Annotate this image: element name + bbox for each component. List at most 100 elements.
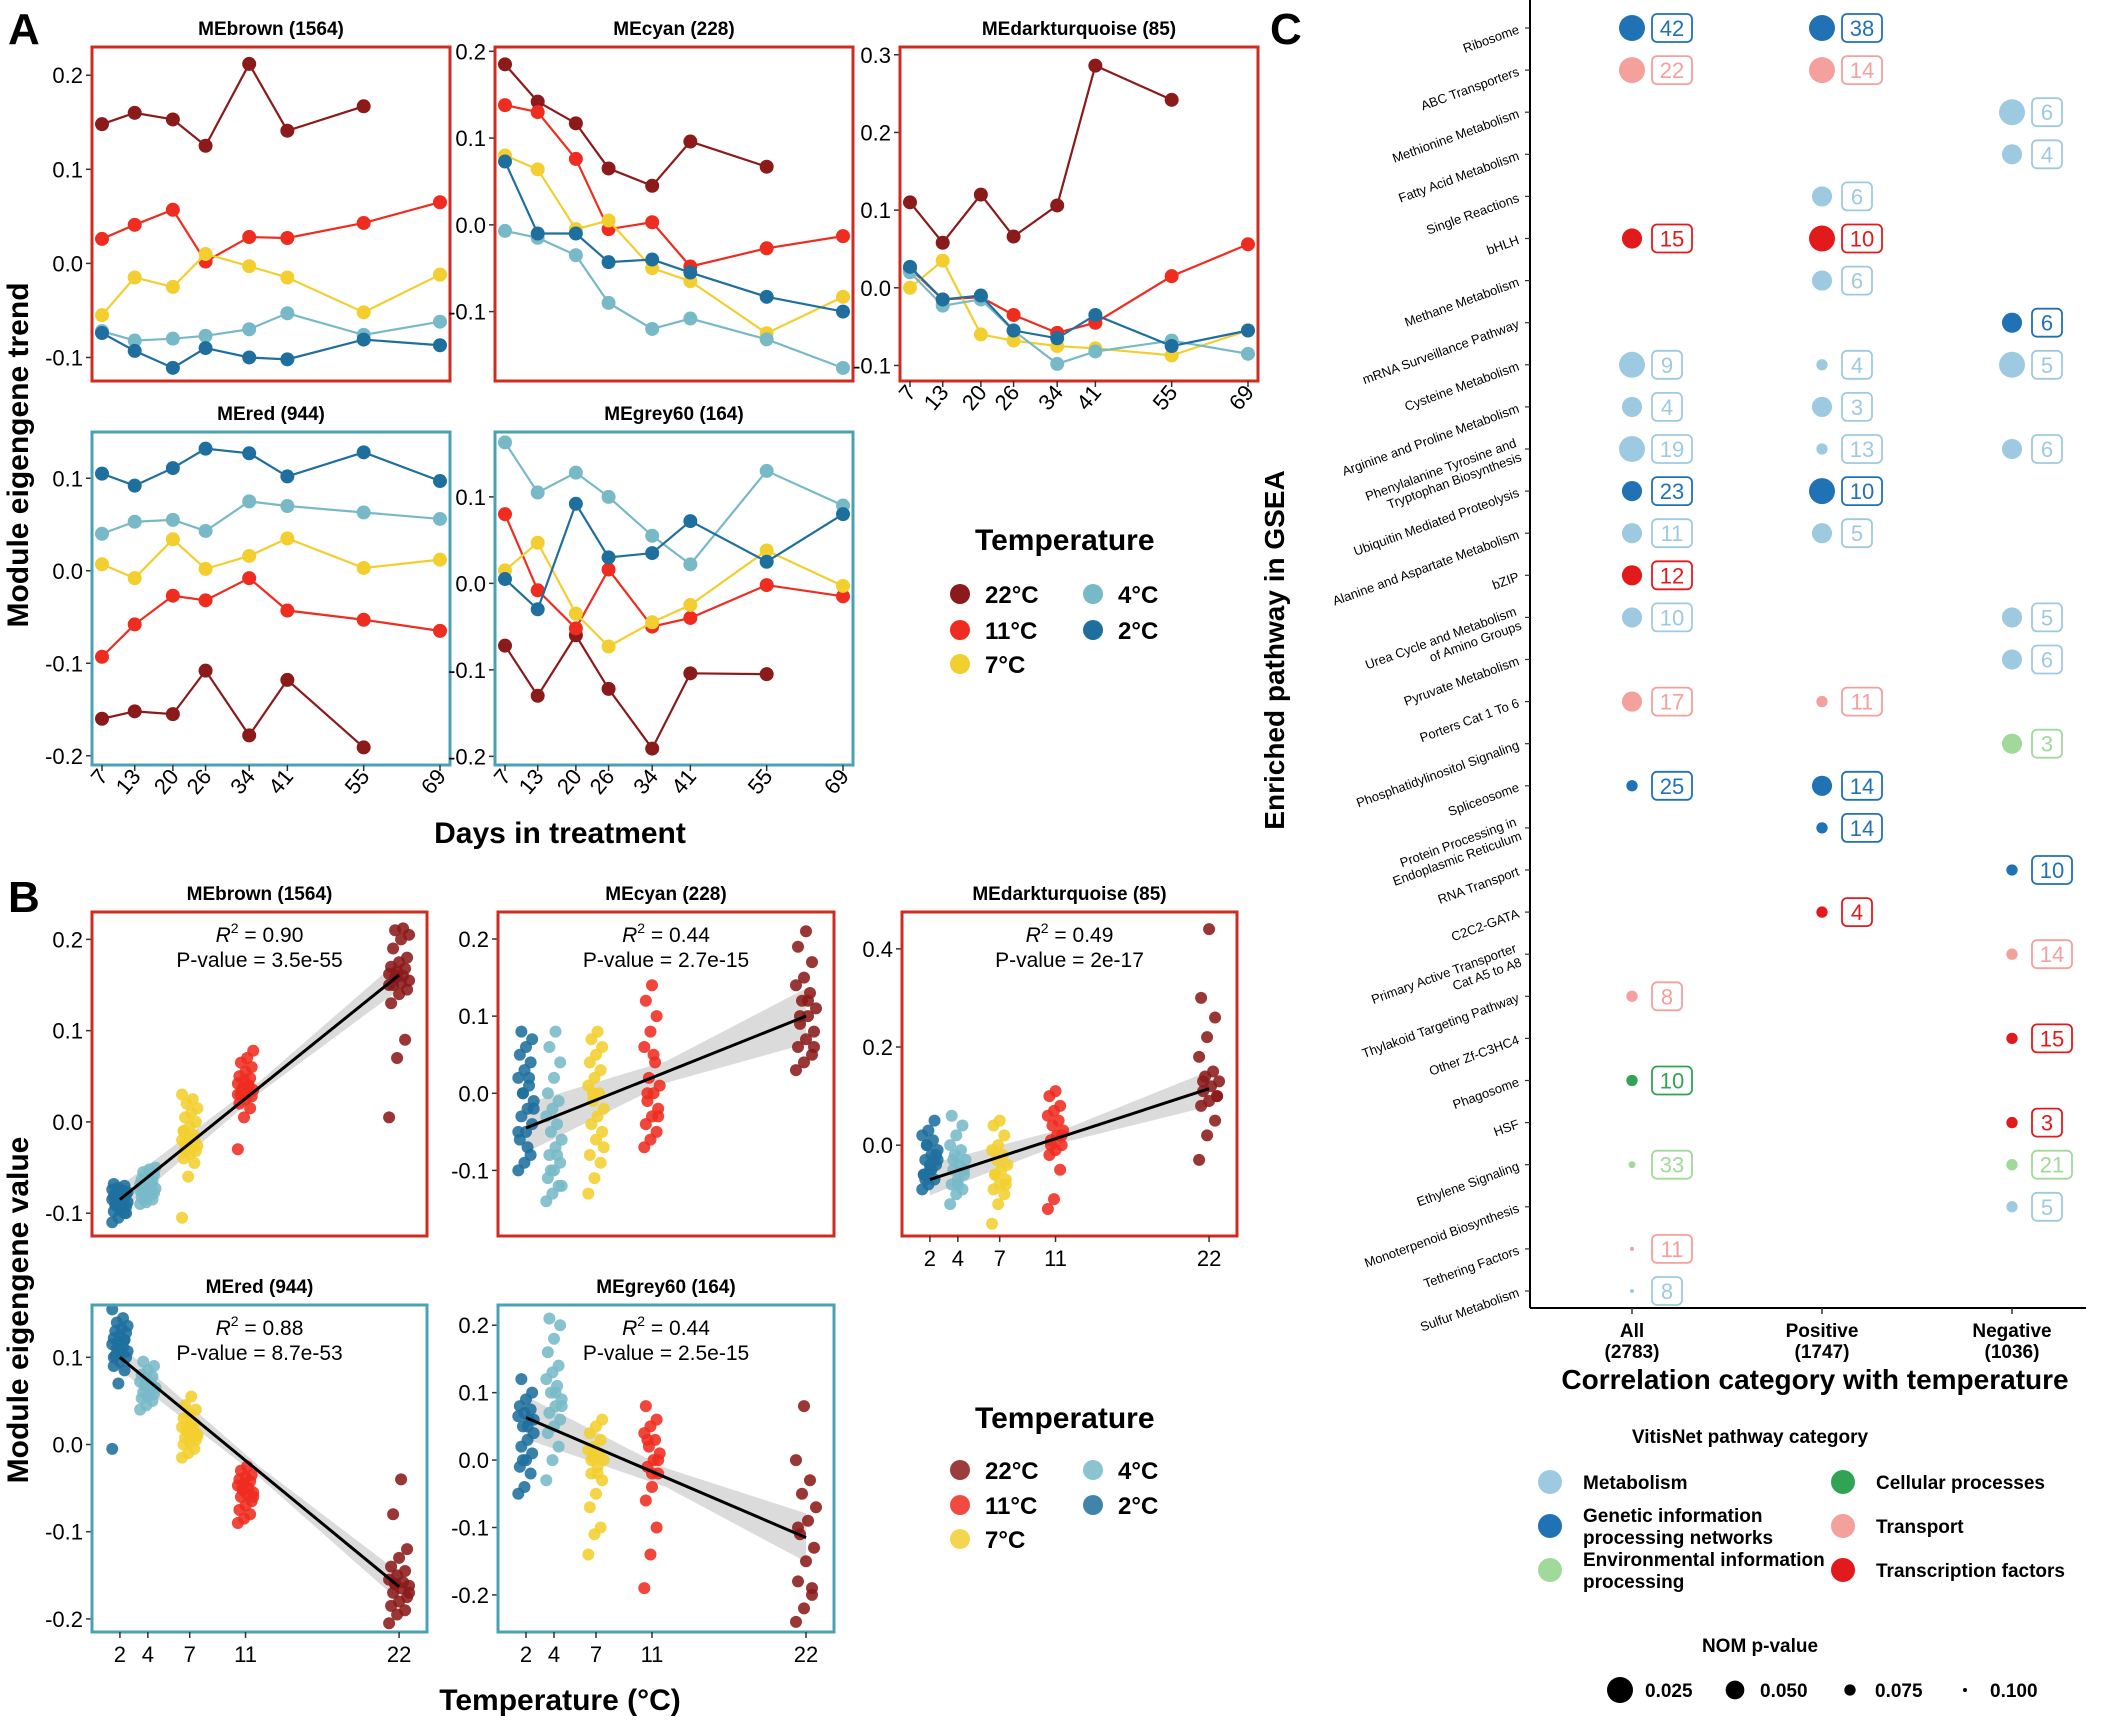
data-point [935, 292, 950, 307]
scatter-point [800, 1555, 812, 1568]
scatter-point [639, 994, 652, 1007]
r-squared-value: = 0.44 [645, 924, 710, 947]
count-box [2031, 1191, 2063, 1222]
series-line-2 [504, 501, 844, 612]
panel-border [90, 45, 452, 383]
scatter-point [596, 1125, 609, 1138]
data-point [95, 526, 109, 541]
data-point [165, 588, 180, 603]
data-point [165, 112, 180, 127]
count-box [2031, 97, 2063, 128]
data-point [601, 213, 616, 228]
scatter-point [791, 1575, 804, 1588]
scatter-point [597, 1102, 610, 1115]
scatter-point [521, 1141, 534, 1154]
count-label: 5 [2041, 353, 2053, 378]
scatter-point [399, 1564, 412, 1577]
size-label: 0.025 [1645, 1681, 1693, 1702]
legend-swatch-2 [1083, 620, 1103, 640]
legend-label-7: 7°C [985, 1527, 1025, 1554]
data-point [568, 151, 583, 166]
x-tick-label: 13 [919, 380, 954, 415]
scatter-point [551, 1118, 564, 1131]
y-tick-label: 0.0 [52, 1433, 83, 1458]
data-point [601, 255, 616, 270]
panel-a: MEbrown (1564) -0.1 0.0 0.1 0.2 MEcyan (228) -… [45, 19, 1260, 799]
series-line-7 [504, 540, 844, 648]
pathway-label: Phagosome [1451, 1074, 1521, 1112]
enrichment-dot [2006, 1201, 2018, 1213]
scatter-point [526, 1447, 539, 1460]
data-point [530, 485, 545, 500]
y-tick-label: -0.2 [45, 744, 83, 769]
scatter-point [247, 1490, 260, 1503]
scatter-point [639, 1400, 652, 1413]
scatter-point [387, 1508, 400, 1521]
data-point [645, 615, 660, 630]
data-point [242, 230, 257, 245]
x-tick-label: 20 [957, 380, 992, 415]
scatter-point [512, 1125, 525, 1138]
count-box [1651, 1276, 1683, 1306]
r-symbol: R [622, 924, 637, 947]
data-point [165, 707, 180, 722]
scatter-point [1041, 1203, 1054, 1215]
count-label: 3 [2041, 1111, 2053, 1136]
scatter-point [808, 1041, 821, 1053]
size-label: 0.100 [1990, 1681, 2038, 1702]
scatter-point [189, 1115, 202, 1128]
legend-label-7: 7°C [985, 652, 1025, 679]
data-point [498, 223, 512, 238]
count-label: 3 [2041, 732, 2053, 757]
scatter-point [789, 979, 802, 992]
scatter-point [992, 1198, 1005, 1211]
count-label: 6 [2041, 437, 2053, 462]
scatter-point [552, 1440, 565, 1453]
scatter-point [1213, 1075, 1226, 1088]
scatter-point [516, 1087, 529, 1100]
panel-b: MEbrown (1564)-0.10.00.10.2 R2 = 0.90P-va… [45, 884, 1239, 1667]
count-label: 5 [2041, 605, 2053, 630]
count-box [1841, 476, 1883, 507]
data-point [127, 270, 142, 285]
category-swatch [1538, 1514, 1562, 1538]
scatter-point [1209, 1114, 1222, 1127]
scatter-point [515, 1373, 528, 1386]
x-tick-label: 55 [1148, 380, 1183, 415]
enrichment-dot [2001, 607, 2023, 628]
regression-line [525, 1416, 807, 1539]
data-point [530, 535, 545, 550]
data-point [433, 314, 447, 329]
x-tick-label: 7 [86, 764, 113, 789]
scatter-point [393, 1551, 406, 1564]
y-tick-label: 0.2 [860, 120, 891, 145]
data-point [95, 649, 109, 664]
data-point [127, 343, 142, 358]
squared-superscript: 2 [1041, 920, 1049, 936]
scatter-point [524, 1467, 537, 1480]
scatter-point [1052, 1114, 1065, 1127]
data-point [1241, 237, 1255, 252]
y-tick-label: -0.1 [451, 1158, 489, 1183]
data-point [645, 528, 660, 543]
r-squared-value: = 0.88 [239, 1317, 304, 1340]
scatter-point [185, 1390, 198, 1403]
count-box [1841, 770, 1883, 801]
count-label: 11 [1661, 521, 1684, 546]
data-point [759, 543, 774, 558]
pathway-label-line: Ethylene Signaling [1415, 1158, 1521, 1209]
series-line-22 [504, 633, 767, 751]
category-legend-title: VitisNet pathway category [1632, 1427, 1869, 1448]
panel-border [496, 910, 836, 1238]
x-tick-label: 20 [149, 764, 184, 799]
scatter-point [597, 1141, 610, 1154]
data-point [165, 279, 180, 294]
scatter-point [806, 1582, 819, 1595]
data-point [568, 606, 583, 621]
count-label: 5 [1851, 521, 1863, 546]
x-tick-label: 34 [225, 764, 260, 799]
x-tick-label: 20 [552, 764, 587, 799]
y-tick-label: 0.1 [52, 1345, 83, 1370]
size-label: 0.075 [1875, 1681, 1923, 1702]
scatter-point [231, 1143, 244, 1156]
